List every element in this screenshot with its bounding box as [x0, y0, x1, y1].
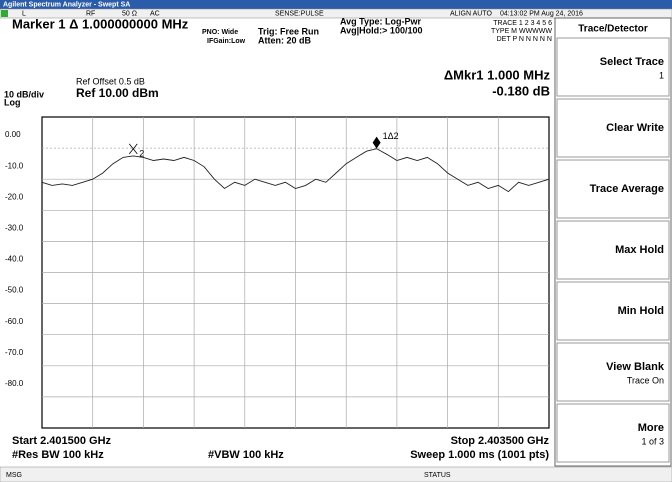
msg: MSG — [6, 472, 22, 479]
if-gain: IFGain:Low — [207, 38, 246, 45]
y-tick-label: -40.0 — [5, 255, 24, 264]
softkey[interactable] — [556, 342, 670, 402]
status-l: L — [22, 10, 26, 17]
softkey-label: View Blank — [606, 361, 665, 373]
y-tick-label: -60.0 — [5, 317, 24, 326]
softkey-sub: 1 of 3 — [641, 436, 664, 446]
softkey-sub: Trace On — [627, 375, 664, 385]
trigger: Trig: Free Run — [258, 26, 319, 36]
attenuation: Atten: 20 dB — [258, 35, 312, 45]
softkey[interactable] — [556, 159, 670, 219]
pno: PNO: Wide — [202, 29, 238, 36]
trace — [41, 148, 550, 193]
avg-hold: Avg|Hold:> 100/100 — [340, 25, 422, 35]
start-freq: Start 2.401500 GHz — [12, 435, 112, 447]
ref-level: Ref 10.00 dBm — [76, 86, 159, 100]
y-tick-label: -80.0 — [5, 379, 24, 388]
delta-value: -0.180 dB — [492, 83, 550, 98]
status-rf: RF — [86, 10, 95, 17]
delta-marker: ΔMkr1 1.000 MHz — [444, 67, 551, 82]
window-title: Agilent Spectrum Analyzer - Swept SA — [3, 1, 130, 8]
title-bar — [0, 0, 672, 9]
avg-type: Avg Type: Log-Pwr — [340, 16, 421, 26]
softkey[interactable] — [556, 37, 670, 97]
stop-freq: Stop 2.403500 GHz — [451, 435, 550, 447]
status-time: 04:13:02 PM Aug 24, 2016 — [500, 10, 583, 17]
status: STATUS — [424, 472, 451, 479]
scale: 10 dB/div — [4, 89, 44, 99]
status-sense: SENSE:PULSE — [275, 10, 324, 17]
status-row — [0, 8, 672, 19]
y-tick-label: -30.0 — [5, 224, 24, 233]
softkey[interactable] — [556, 403, 670, 463]
sweep: Sweep 1.000 ms (1001 pts) — [410, 449, 549, 461]
status-coupling: AC — [150, 10, 160, 17]
softkey[interactable] — [556, 281, 670, 341]
y-tick-label: -50.0 — [5, 286, 24, 295]
softkey-label: More — [638, 422, 664, 434]
y-tick-label: 0.00 — [5, 130, 21, 139]
softkey[interactable] — [556, 220, 670, 280]
marker-diamond — [372, 136, 381, 149]
type-row: TYPE M WWWWW — [491, 28, 552, 35]
status-impedance: 50 Ω — [122, 10, 137, 17]
softkey-sub: 1 — [659, 70, 664, 80]
lxi-icon — [1, 10, 8, 17]
res-bw: #Res BW 100 kHz — [12, 449, 104, 461]
marker-readout: Marker 1 Δ 1.000000000 MHz — [12, 16, 189, 31]
softkey-label: Clear Write — [606, 122, 664, 134]
status-align: ALIGN AUTO — [450, 10, 492, 17]
ref-offset: Ref Offset 0.5 dB — [76, 76, 145, 86]
softkey-label: Max Hold — [615, 244, 664, 256]
marker-x — [128, 143, 138, 155]
vbw: #VBW 100 kHz — [208, 449, 284, 461]
softkey[interactable] — [556, 98, 670, 158]
message-bar — [0, 466, 672, 482]
log-label: Log — [4, 97, 21, 107]
y-tick-label: -20.0 — [5, 192, 24, 201]
marker-label: 1Δ2 — [383, 131, 399, 141]
y-tick-label: -10.0 — [5, 161, 24, 170]
softkey-label: Min Hold — [618, 305, 664, 317]
softkey-label: Select Trace — [600, 56, 664, 68]
det-row: DET P N N N N N — [497, 36, 552, 43]
y-tick-label: -70.0 — [5, 348, 24, 357]
trace-row: TRACE 1 2 3 4 5 6 — [493, 20, 552, 27]
marker-label: 2 — [139, 148, 144, 158]
menu-title: Trace/Detector — [578, 24, 648, 35]
softkey-label: Trace Average — [590, 183, 664, 195]
